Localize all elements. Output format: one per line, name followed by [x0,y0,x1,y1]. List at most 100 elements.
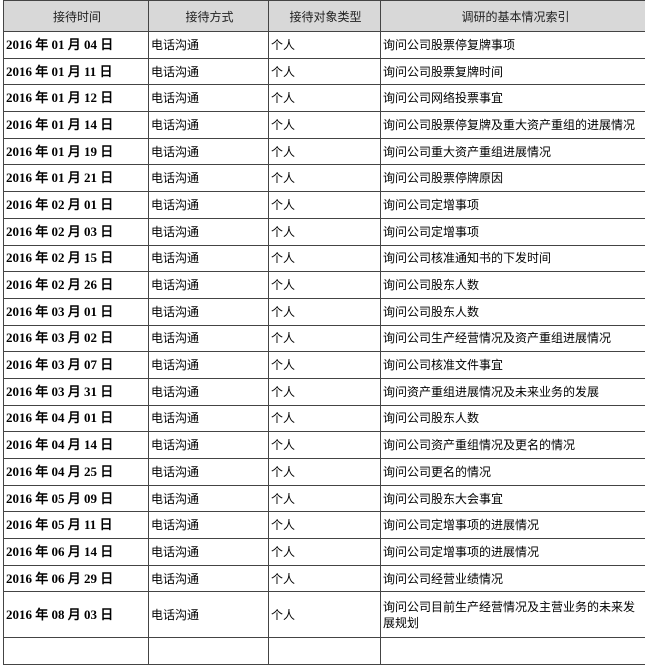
table-row: 2016 年 08 月 03 日电话沟通个人询问公司目前生产经营情况及主营业务的… [4,592,645,638]
visitor-type-cell: 个人 [269,592,381,638]
date-cell: 2016 年 02 月 01 日 [4,192,149,219]
method-cell: 电话沟通 [149,112,269,139]
table-row: 2016 年 06 月 29 日电话沟通个人询问公司经营业绩情况 [4,565,645,592]
empty-cell [4,638,149,665]
method-cell: 电话沟通 [149,32,269,59]
date-cell: 2016 年 03 月 02 日 [4,325,149,352]
method-cell: 电话沟通 [149,165,269,192]
summary-cell: 询问公司股东人数 [381,272,645,299]
date-cell: 2016 年 01 月 11 日 [4,58,149,85]
visitor-type-cell: 个人 [269,272,381,299]
visitor-type-cell: 个人 [269,192,381,219]
summary-cell: 询问公司定增事项的进展情况 [381,512,645,539]
summary-cell: 询问公司重大资产重组进展情况 [381,138,645,165]
visitor-type-cell: 个人 [269,85,381,112]
date-cell: 2016 年 01 月 04 日 [4,32,149,59]
visitor-type-cell: 个人 [269,325,381,352]
method-cell: 电话沟通 [149,405,269,432]
table-row: 2016 年 02 月 15 日电话沟通个人询问公司核准通知书的下发时间 [4,245,645,272]
method-cell: 电话沟通 [149,539,269,566]
visitor-type-cell: 个人 [269,138,381,165]
empty-cell [269,638,381,665]
summary-cell: 询问公司股票停牌原因 [381,165,645,192]
visitor-type-cell: 个人 [269,245,381,272]
method-cell: 电话沟通 [149,512,269,539]
date-cell: 2016 年 01 月 12 日 [4,85,149,112]
date-cell: 2016 年 05 月 09 日 [4,485,149,512]
visitor-type-cell: 个人 [269,165,381,192]
method-cell: 电话沟通 [149,85,269,112]
method-cell: 电话沟通 [149,378,269,405]
date-cell: 2016 年 02 月 15 日 [4,245,149,272]
date-cell: 2016 年 08 月 03 日 [4,592,149,638]
table-row: 2016 年 04 月 01 日电话沟通个人询问公司股东人数 [4,405,645,432]
table-row: 2016 年 03 月 01 日电话沟通个人询问公司股东人数 [4,298,645,325]
method-cell: 电话沟通 [149,592,269,638]
table-row: 2016 年 02 月 01 日电话沟通个人询问公司定增事项 [4,192,645,219]
summary-cell: 询问公司股票停复牌事项 [381,32,645,59]
visitor-type-cell: 个人 [269,512,381,539]
visitor-type-cell: 个人 [269,432,381,459]
method-cell: 电话沟通 [149,325,269,352]
header-visitor-type: 接待对象类型 [269,1,381,32]
summary-cell: 询问公司股票复牌时间 [381,58,645,85]
header-row: 接待时间 接待方式 接待对象类型 调研的基本情况索引 [4,1,645,32]
header-research-summary: 调研的基本情况索引 [381,1,645,32]
visitor-type-cell: 个人 [269,565,381,592]
method-cell: 电话沟通 [149,245,269,272]
summary-cell: 询问公司股东大会事宜 [381,485,645,512]
summary-cell: 询问公司更名的情况 [381,459,645,486]
method-cell: 电话沟通 [149,192,269,219]
visitor-type-cell: 个人 [269,459,381,486]
table-row: 2016 年 04 月 25 日电话沟通个人询问公司更名的情况 [4,459,645,486]
table-row: 2016 年 01 月 19 日电话沟通个人询问公司重大资产重组进展情况 [4,138,645,165]
visitor-type-cell: 个人 [269,58,381,85]
date-cell: 2016 年 04 月 01 日 [4,405,149,432]
visitor-type-cell: 个人 [269,378,381,405]
table-row: 2016 年 03 月 02 日电话沟通个人询问公司生产经营情况及资产重组进展情… [4,325,645,352]
date-cell: 2016 年 02 月 03 日 [4,218,149,245]
summary-cell: 询问公司核准通知书的下发时间 [381,245,645,272]
table-row-partial [4,638,645,665]
date-cell: 2016 年 01 月 21 日 [4,165,149,192]
header-reception-method: 接待方式 [149,1,269,32]
method-cell: 电话沟通 [149,565,269,592]
summary-cell: 询问公司经营业绩情况 [381,565,645,592]
visitor-type-cell: 个人 [269,112,381,139]
method-cell: 电话沟通 [149,485,269,512]
date-cell: 2016 年 06 月 14 日 [4,539,149,566]
date-cell: 2016 年 03 月 31 日 [4,378,149,405]
empty-cell [149,638,269,665]
summary-cell: 询问公司定增事项的进展情况 [381,539,645,566]
reception-records-table: 接待时间 接待方式 接待对象类型 调研的基本情况索引 2016 年 01 月 0… [3,0,645,665]
date-cell: 2016 年 06 月 29 日 [4,565,149,592]
visitor-type-cell: 个人 [269,539,381,566]
table-row: 2016 年 02 月 26 日电话沟通个人询问公司股东人数 [4,272,645,299]
method-cell: 电话沟通 [149,298,269,325]
date-cell: 2016 年 05 月 11 日 [4,512,149,539]
table-row: 2016 年 01 月 04 日电话沟通个人询问公司股票停复牌事项 [4,32,645,59]
summary-cell: 询问资产重组进展情况及未来业务的发展 [381,378,645,405]
date-cell: 2016 年 04 月 25 日 [4,459,149,486]
summary-cell: 询问公司股东人数 [381,405,645,432]
date-cell: 2016 年 01 月 19 日 [4,138,149,165]
header-reception-time: 接待时间 [4,1,149,32]
table-row: 2016 年 06 月 14 日电话沟通个人询问公司定增事项的进展情况 [4,539,645,566]
summary-cell: 询问公司生产经营情况及资产重组进展情况 [381,325,645,352]
summary-cell: 询问公司网络投票事宜 [381,85,645,112]
visitor-type-cell: 个人 [269,32,381,59]
date-cell: 2016 年 01 月 14 日 [4,112,149,139]
table-row: 2016 年 05 月 11 日电话沟通个人询问公司定增事项的进展情况 [4,512,645,539]
table-row: 2016 年 02 月 03 日电话沟通个人询问公司定增事项 [4,218,645,245]
date-cell: 2016 年 04 月 14 日 [4,432,149,459]
summary-cell: 询问公司股东人数 [381,298,645,325]
table-row: 2016 年 01 月 11 日电话沟通个人询问公司股票复牌时间 [4,58,645,85]
table-row: 2016 年 01 月 12 日电话沟通个人询问公司网络投票事宜 [4,85,645,112]
method-cell: 电话沟通 [149,432,269,459]
table-row: 2016 年 04 月 14 日电话沟通个人询问公司资产重组情况及更名的情况 [4,432,645,459]
summary-cell: 询问公司定增事项 [381,218,645,245]
summary-cell: 询问公司目前生产经营情况及主营业务的未来发展规划 [381,592,645,638]
summary-cell: 询问公司资产重组情况及更名的情况 [381,432,645,459]
summary-cell: 询问公司定增事项 [381,192,645,219]
method-cell: 电话沟通 [149,58,269,85]
